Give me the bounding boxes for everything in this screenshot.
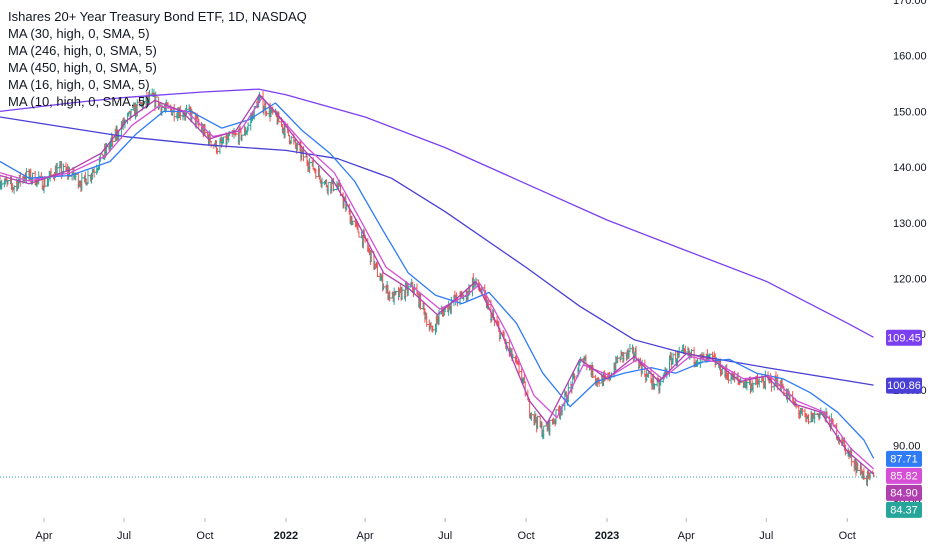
x-tick-label: Oct — [518, 530, 535, 542]
legend-entry-ma16[interactable]: MA (16, high, 0, SMA, 5) — [8, 77, 150, 92]
ma-line-4 — [0, 94, 875, 475]
ma-line-2 — [0, 102, 875, 459]
y-tick-label: 140.00 — [893, 162, 927, 174]
price-bar — [289, 135, 293, 144]
time-axis-bg — [0, 518, 932, 550]
ma-line-3 — [0, 96, 875, 470]
y-tick-label: 150.00 — [893, 106, 927, 118]
y-tick-label: 160.00 — [893, 51, 927, 63]
svg-text:84.90: 84.90 — [890, 487, 918, 499]
y-tick-label: 90.00 — [893, 441, 921, 453]
price-axis[interactable]: 80.0090.00100.00110.00120.00130.00140.00… — [878, 0, 932, 550]
price-label: 84.90 — [886, 484, 922, 501]
price-label: 87.71 — [886, 450, 922, 467]
price-bar — [86, 170, 90, 184]
y-tick-label: 130.00 — [893, 218, 927, 230]
time-axis[interactable]: Apr Jul Oct 2022 Apr Jul Oct 2023 Apr Jul Oct — [0, 518, 932, 550]
x-tick-label: Apr — [357, 530, 374, 542]
chart-legend: Ishares 20+ Year Treasury Bond ETF, 1D, … — [8, 8, 307, 110]
legend-entry-ma450[interactable]: MA (450, high, 0, SMA, 5) — [8, 60, 157, 75]
svg-text:84.37: 84.37 — [890, 504, 918, 516]
legend-entry-ma10[interactable]: MA (10, high, 0, SMA, 5) — [8, 94, 150, 109]
x-tick-label: 2023 — [595, 530, 619, 542]
price-label: 100.86 — [886, 377, 922, 394]
svg-text:100.86: 100.86 — [887, 380, 921, 392]
y-tick-label: 120.00 — [893, 273, 927, 285]
svg-text:87.71: 87.71 — [890, 453, 918, 465]
svg-text:85.82: 85.82 — [890, 470, 918, 482]
x-tick-label: 2022 — [274, 530, 298, 542]
x-tick-label: Oct — [839, 530, 856, 542]
price-bars-group — [0, 88, 876, 487]
x-tick-label: Apr — [678, 530, 695, 542]
chart-title[interactable]: Ishares 20+ Year Treasury Bond ETF, 1D, … — [8, 9, 307, 24]
price-label: 84.37 — [886, 501, 922, 518]
x-tick-label: Jul — [438, 530, 452, 542]
y-tick-label: 170.00 — [893, 0, 927, 7]
x-tick-label: Jul — [117, 530, 131, 542]
price-label: 85.82 — [886, 467, 922, 484]
price-bar — [628, 343, 632, 353]
ma-line-0 — [0, 88, 874, 338]
moving-averages-group — [0, 88, 875, 475]
price-bar — [763, 370, 767, 390]
price-labels-group: 109.45 100.86 87.71 85.82 84.90 84.37 — [886, 329, 922, 518]
legend-entry-ma30[interactable]: MA (30, high, 0, SMA, 5) — [8, 26, 150, 41]
price-bar — [357, 231, 361, 238]
x-tick-label: Jul — [759, 530, 773, 542]
x-tick-label: Oct — [196, 530, 213, 542]
x-tick-label: Apr — [35, 530, 52, 542]
ma-line-1 — [0, 116, 874, 386]
legend-entry-ma246[interactable]: MA (246, high, 0, SMA, 5) — [8, 43, 157, 58]
price-label: 109.45 — [886, 329, 922, 346]
svg-text:109.45: 109.45 — [887, 332, 921, 344]
